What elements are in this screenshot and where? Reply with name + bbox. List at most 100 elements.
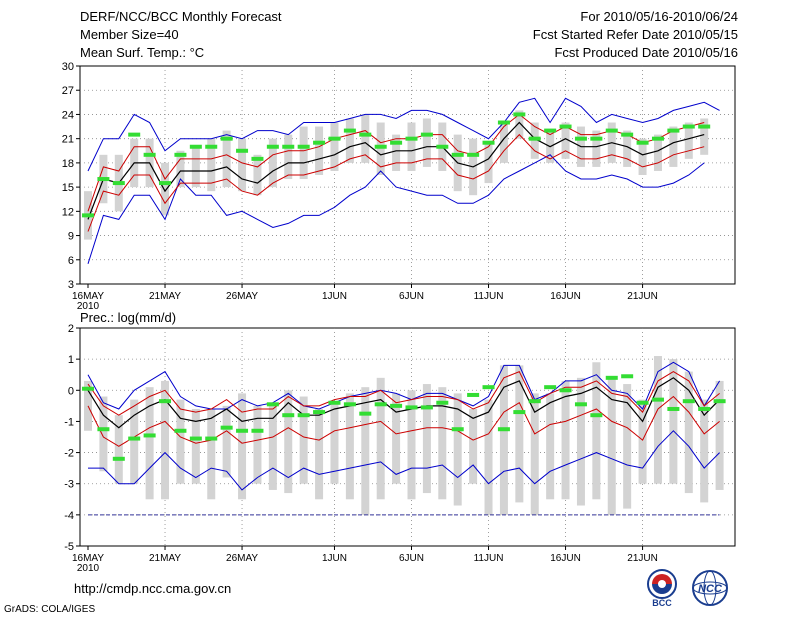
prec-obs-marker bbox=[451, 427, 464, 432]
prec-max-line bbox=[87, 361, 721, 410]
temp-ytick-label: 3 bbox=[68, 279, 74, 291]
prec-xtick-label: 16JUN bbox=[550, 553, 581, 564]
prec-spread-box bbox=[561, 380, 570, 500]
prec-spread-box bbox=[638, 399, 647, 484]
prec-spread-box bbox=[576, 377, 585, 506]
prec-spread-box bbox=[469, 408, 478, 484]
prec-obs-marker bbox=[359, 411, 372, 416]
temp-obs-marker bbox=[82, 213, 94, 218]
prec-obs-marker bbox=[143, 433, 156, 438]
temp-obs-marker bbox=[159, 181, 172, 186]
temp-spread-box bbox=[700, 118, 709, 155]
fcst-started-date: Fcst Started Refer Date 2010/05/15 bbox=[532, 27, 738, 42]
temp-obs-marker bbox=[220, 136, 233, 141]
temp-spread-box bbox=[238, 138, 247, 192]
prec-obs-marker bbox=[405, 405, 418, 410]
prec-obs-marker bbox=[236, 428, 249, 433]
temp-obs-marker bbox=[297, 144, 310, 149]
prec-spread-box bbox=[176, 399, 185, 484]
temp-obs-marker bbox=[405, 136, 418, 141]
prec-obs-marker bbox=[482, 385, 495, 390]
prec-obs-marker bbox=[97, 427, 110, 432]
temp-obs-marker bbox=[374, 144, 387, 149]
temp-plus-sd-line bbox=[87, 113, 705, 212]
prec-obs-marker bbox=[713, 399, 726, 404]
prec-spread-box bbox=[684, 371, 693, 494]
temp-spread-box bbox=[515, 110, 524, 139]
source-url[interactable]: http://cmdp.ncc.cma.gov.cn bbox=[74, 581, 232, 596]
temp-obs-marker bbox=[528, 136, 541, 141]
temp-minus-sd-line bbox=[87, 133, 705, 232]
temp-obs-marker bbox=[97, 177, 110, 182]
prec-obs-marker bbox=[605, 375, 618, 380]
prec-obs-marker bbox=[220, 425, 233, 430]
prec-xtick-label: 26MAY bbox=[226, 553, 258, 564]
temp-xtick-label: 1JUN bbox=[322, 291, 347, 302]
prec-obs-marker bbox=[651, 397, 664, 402]
prec-obs-marker bbox=[174, 428, 187, 433]
temp-obs-marker bbox=[451, 152, 464, 157]
prec-obs-marker bbox=[667, 406, 680, 411]
temp-spread-box bbox=[361, 114, 370, 163]
temp-obs-marker bbox=[559, 124, 572, 129]
temp-obs-marker bbox=[497, 120, 510, 125]
temp-ytick-label: 12 bbox=[62, 206, 74, 218]
prec-ytick-label: -5 bbox=[64, 541, 74, 553]
prec-spread-box bbox=[330, 402, 339, 484]
temp-obs-marker bbox=[590, 136, 603, 141]
temp-spread-box bbox=[330, 122, 339, 171]
temp-obs-marker bbox=[251, 156, 264, 161]
temp-obs-marker bbox=[651, 136, 664, 141]
temp-xtick-label: 21JUN bbox=[627, 291, 658, 302]
chart-title: DERF/NCC/BCC Monthly Forecast bbox=[80, 9, 282, 24]
temp-ytick-label: 18 bbox=[62, 158, 74, 170]
prec-spread-box bbox=[345, 393, 354, 500]
prec-obs-marker bbox=[282, 413, 295, 418]
prec-obs-marker bbox=[636, 400, 649, 405]
prec-spread-box bbox=[191, 408, 200, 484]
temp-spread-box bbox=[407, 122, 416, 171]
bcc-logo-text: BCC bbox=[652, 598, 672, 608]
prec-obs-marker bbox=[621, 374, 634, 379]
temp-ytick-label: 9 bbox=[68, 231, 74, 243]
prec-spread-box bbox=[222, 405, 231, 478]
temp-obs-marker bbox=[128, 132, 141, 137]
temp-obs-marker bbox=[698, 124, 711, 129]
prec-spread-box bbox=[130, 399, 139, 484]
temp-spread-box bbox=[315, 126, 324, 175]
prec-spread-box bbox=[700, 399, 709, 503]
temp-obs-marker bbox=[143, 152, 156, 157]
temp-ytick-label: 27 bbox=[62, 85, 74, 97]
temp-obs-marker bbox=[205, 144, 218, 149]
prec-spread-box bbox=[453, 393, 462, 506]
temp-spread-box bbox=[422, 118, 431, 167]
prec-ytick-label: 0 bbox=[68, 385, 74, 397]
prec-obs-marker bbox=[189, 436, 202, 441]
temp-spread-box bbox=[222, 130, 231, 188]
temp-obs-marker bbox=[266, 144, 279, 149]
temp-max-line bbox=[87, 154, 705, 264]
prec-obs-marker bbox=[559, 388, 572, 393]
ncc-logo-text: NCC bbox=[698, 583, 723, 595]
prec-spread-box bbox=[669, 359, 678, 484]
temp-spread-box bbox=[268, 138, 277, 188]
prec-spread-box bbox=[499, 365, 508, 515]
prec-spread-box bbox=[268, 402, 277, 490]
temp-spread-box bbox=[191, 146, 200, 188]
prec-plus-sd-line bbox=[87, 370, 720, 416]
prec-obs-marker bbox=[390, 403, 403, 408]
prec-obs-marker bbox=[313, 410, 326, 415]
prec-panel-title: Prec.: log(mm/d) bbox=[80, 310, 176, 325]
temp-ytick-label: 24 bbox=[62, 109, 74, 121]
temp-xtick-label: 16MAY bbox=[72, 291, 104, 302]
temp-spread-box bbox=[299, 126, 308, 180]
prec-obs-marker bbox=[497, 427, 510, 432]
prec-obs-marker bbox=[436, 400, 449, 405]
prec-obs-marker bbox=[128, 436, 141, 441]
prec-spread-box bbox=[546, 393, 555, 500]
prec-xtick-label: 16MAY bbox=[72, 553, 104, 564]
temp-obs-marker bbox=[112, 181, 125, 186]
temp-obs-marker bbox=[390, 140, 403, 145]
fcst-produced-date: Fcst Produced Date 2010/05/16 bbox=[554, 45, 738, 60]
